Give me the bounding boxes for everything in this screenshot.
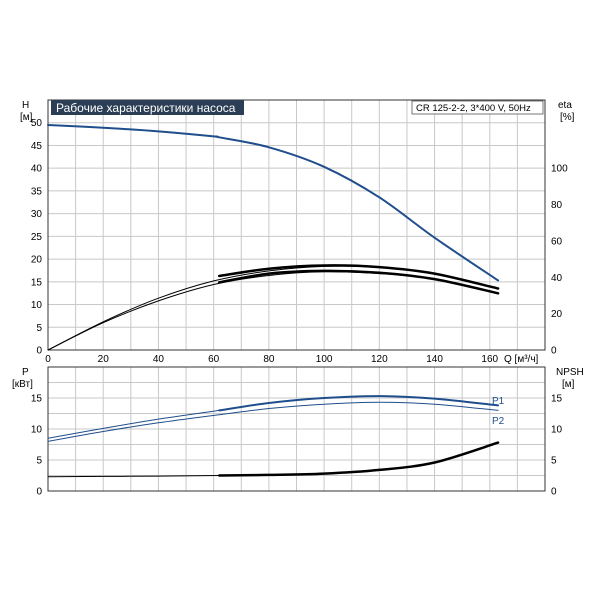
bottom-grid <box>48 367 545 491</box>
top-series-line-0 <box>47 124 500 282</box>
y-tick-label-npsh: 5 <box>551 456 557 467</box>
chart-title: Рабочие характеристики насоса <box>56 101 236 115</box>
y-tick-label-npsh: 10 <box>551 425 563 436</box>
x-tick-label: 60 <box>208 354 220 365</box>
y-axis-unit-p: [кВт] <box>12 379 33 390</box>
title-box <box>51 100 244 115</box>
top-series-line-1 <box>47 271 499 351</box>
y-tick-label-h: 20 <box>31 255 43 266</box>
y-tick-label-h: 35 <box>31 186 43 197</box>
top-plot-frame <box>47 99 546 351</box>
y-tick-label-h: 25 <box>31 232 43 243</box>
y-tick-label-h: 10 <box>31 300 43 311</box>
model-label-box <box>411 100 544 115</box>
y-tick-label-h: 50 <box>31 118 43 129</box>
y-axis-unit-h: [м] <box>20 112 33 123</box>
y-tick-label-p: 0 <box>36 487 42 498</box>
x-tick-label: 40 <box>153 354 165 365</box>
y-axis-label-eta: eta <box>558 100 572 111</box>
x-tick-label: 20 <box>98 354 110 365</box>
top-left-ticks: 0 5 10 15 20 25 30 35 40 45 50 <box>31 118 43 356</box>
top-series-line-2 <box>217 264 500 290</box>
top-grid <box>48 100 545 350</box>
y-tick-label-eta: 20 <box>551 309 563 320</box>
bottom-series-line-0 <box>47 409 220 439</box>
y-axis-unit-npsh: [м] <box>562 379 575 390</box>
bottom-series-line-1 <box>218 395 500 412</box>
y-tick-label-npsh: 15 <box>551 394 563 405</box>
y-tick-label-p: 15 <box>31 394 43 405</box>
x-tick-label: 0 <box>45 354 51 365</box>
x-ticks: 0 20 40 60 80 100 120 140 160 <box>45 354 498 365</box>
bottom-left-ticks: 0 5 10 15 <box>31 394 43 498</box>
y-tick-label-eta: 60 <box>551 236 563 247</box>
bottom-plot-frame <box>47 366 546 492</box>
y-tick-label-h: 45 <box>31 141 43 152</box>
top-series <box>47 124 500 351</box>
y-tick-label-h: 0 <box>36 346 42 357</box>
bottom-right-ticks: 0 5 10 15 <box>551 394 563 498</box>
y-tick-label-eta: 40 <box>551 273 563 284</box>
x-tick-label: 140 <box>426 354 443 365</box>
y-tick-label-p: 10 <box>31 425 43 436</box>
bottom-series-line-3 <box>47 475 220 478</box>
y-tick-label-h: 40 <box>31 164 43 175</box>
x-axis-label: Q [м³/ч] <box>504 354 539 365</box>
y-tick-label-p: 5 <box>36 456 42 467</box>
top-series-line-4 <box>217 269 500 295</box>
y-tick-label-h: 15 <box>31 277 43 288</box>
y-axis-label-h: H <box>22 100 29 111</box>
x-tick-label: 80 <box>263 354 275 365</box>
y-tick-label-eta: 100 <box>551 164 568 175</box>
y-tick-label-eta: 0 <box>551 346 557 357</box>
y-tick-label-h: 30 <box>31 209 43 220</box>
top-series-line-3 <box>47 265 499 351</box>
bottom-series-line-4 <box>217 441 500 477</box>
y-tick-label-npsh: 0 <box>551 487 557 498</box>
series-label-p1: P1 <box>492 396 505 407</box>
y-tick-label-eta: 80 <box>551 200 563 211</box>
y-axis-unit-eta: [%] <box>560 112 575 123</box>
model-label: CR 125-2-2, 3*400 V, 50Hz <box>416 103 531 114</box>
x-tick-label: 100 <box>316 354 333 365</box>
top-right-ticks: 0 20 40 60 80 100 <box>551 164 568 357</box>
bottom-series <box>47 395 500 478</box>
y-tick-label-h: 5 <box>36 323 42 334</box>
y-axis-label-npsh: NPSH <box>556 367 584 378</box>
series-label-p2: P2 <box>492 416 505 427</box>
bottom-series-line-2 <box>47 401 499 442</box>
y-axis-label-p: P <box>22 367 29 378</box>
x-tick-label: 120 <box>371 354 388 365</box>
x-tick-label: 160 <box>481 354 498 365</box>
